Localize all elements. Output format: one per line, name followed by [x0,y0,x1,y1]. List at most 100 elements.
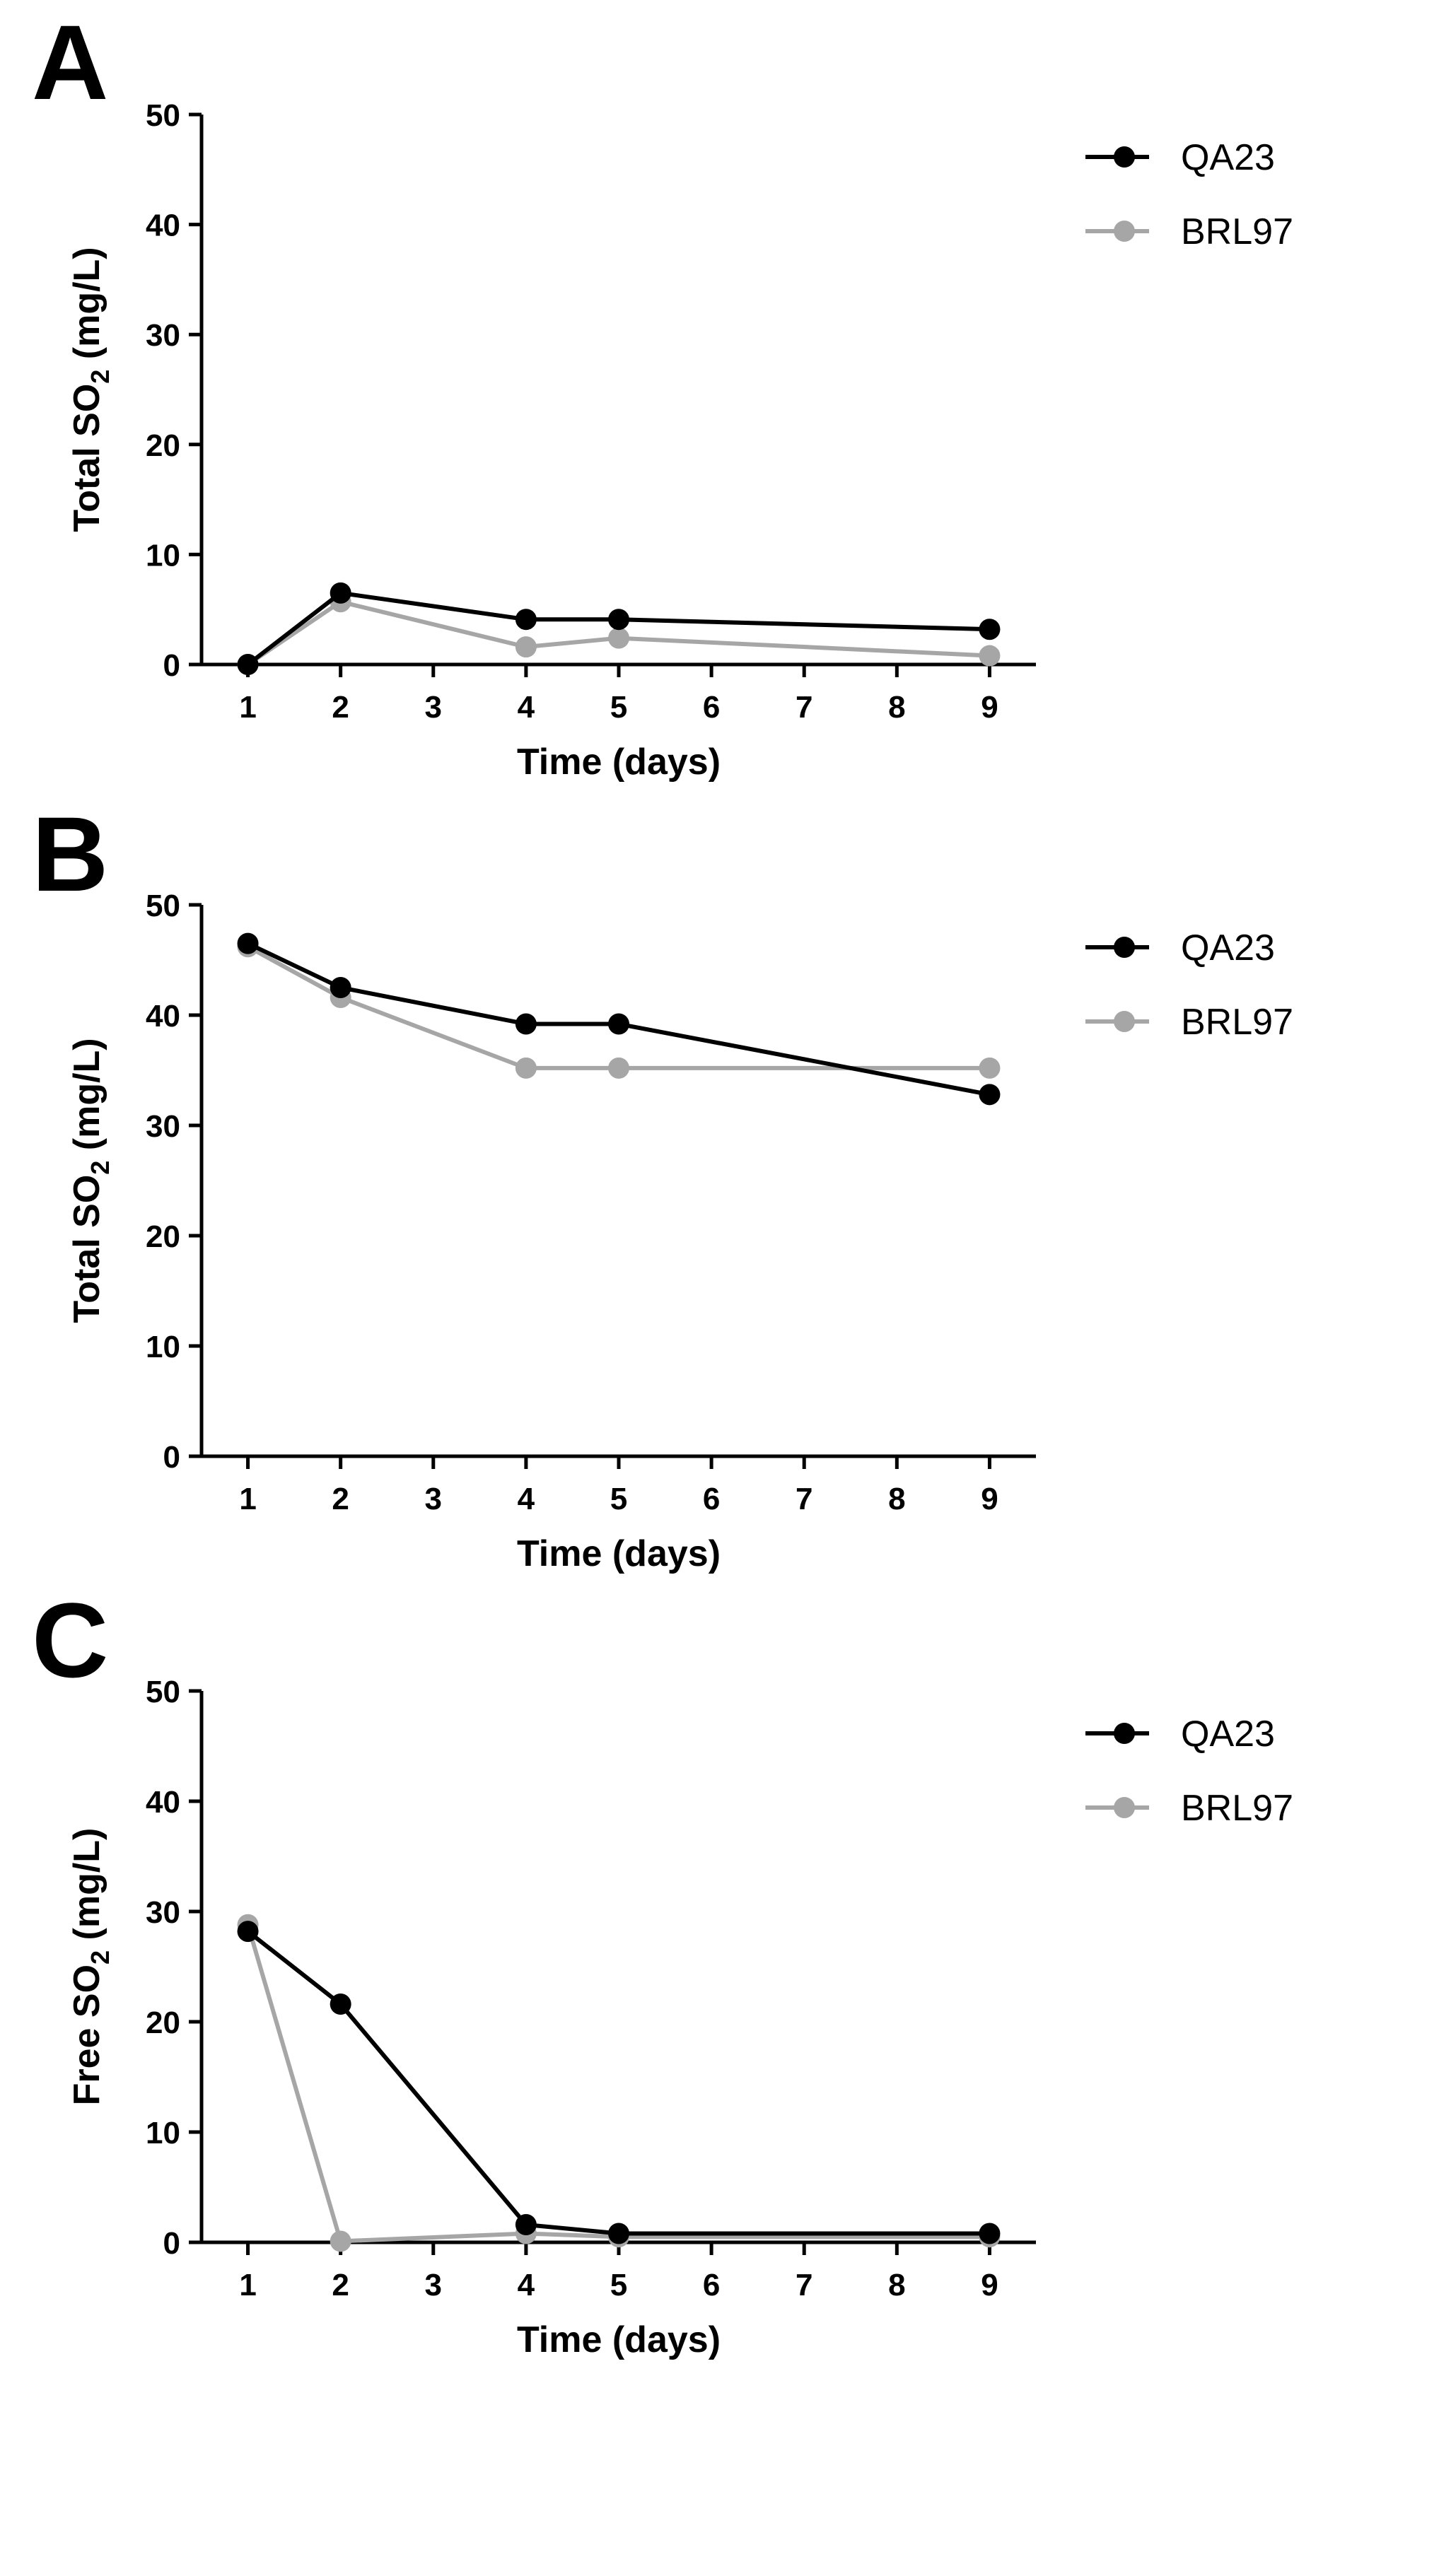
y-tick-label: 50 [146,98,180,133]
y-tick-label: 40 [146,209,180,243]
series-line-brl97 [245,1924,990,2244]
y-axis-title: Free SO2 (mg/L) [66,1828,115,2106]
panel-letter: C [32,1581,108,1699]
x-tick-label: 7 [796,1482,812,1516]
y-tick-label: 10 [146,1330,180,1364]
legend-marker [1114,937,1135,958]
x-tick-label: 2 [332,690,349,725]
legend-label: QA23 [1181,137,1275,178]
data-point-qa23 [330,1994,351,2015]
legend-label: BRL97 [1181,1002,1293,1043]
x-tick-label: 4 [518,1482,535,1516]
data-point-qa23 [608,2223,629,2244]
data-point-brl97 [515,636,537,658]
x-tick-label: 6 [703,2268,720,2302]
x-tick-label: 7 [796,2268,812,2302]
data-point-qa23 [608,609,629,631]
panel-letter: A [32,3,108,122]
y-tick-label: 0 [163,1440,180,1475]
x-tick-label: 8 [888,1482,905,1516]
legend-marker [1114,221,1135,242]
data-point-qa23 [515,2214,537,2236]
x-tick-label: 2 [332,1482,349,1516]
x-axis-title: Time (days) [517,1533,721,1574]
x-axis-title: Time (days) [517,742,721,783]
panel-B: B 0 10 20 30 40 50 1 2 3 4 5 6 7 8 9 Time (days) Total SO… [32,795,1293,1574]
y-tick-label: 20 [146,428,180,463]
legend-marker [1114,1723,1135,1744]
data-point-qa23 [515,1013,537,1035]
y-tick-label: 20 [146,1219,180,1254]
data-point-qa23 [979,1084,1001,1106]
legend-entry-brl97: BRL97 [1085,1788,1293,1829]
x-tick-label: 8 [888,690,905,725]
data-point-qa23 [515,609,537,631]
y-tick-label: 30 [146,318,180,353]
y-tick-label: 20 [146,2006,180,2040]
legend-marker [1114,146,1135,168]
x-tick-label: 1 [239,690,256,725]
panel-A: A 0 10 20 30 40 50 1 2 3 4 5 6 7 8 9 Time (days) Total SO… [32,3,1293,783]
legend-entry-brl97: BRL97 [1085,1002,1293,1043]
x-tick-label: 1 [239,2268,256,2302]
series-line-brl97 [247,944,990,1070]
y-tick-label: 30 [146,1895,180,1930]
x-tick-label: 1 [239,1482,256,1516]
y-axis-title: Total SO2 (mg/L) [66,1038,115,1323]
data-point-brl97 [515,1057,537,1079]
y-tick-label: 50 [146,889,180,923]
y-tick-label: 0 [163,648,180,683]
series-line-qa23 [246,1929,990,2236]
x-tick-label: 9 [981,2268,998,2302]
x-tick-label: 3 [425,2268,442,2302]
data-point-qa23 [979,2223,1001,2244]
x-tick-label: 5 [610,690,627,725]
legend-marker [1114,1797,1135,1818]
legend-label: QA23 [1181,927,1275,968]
x-tick-label: 6 [703,690,720,725]
x-tick-label: 8 [888,2268,905,2302]
legend-entry-qa23: QA23 [1085,1714,1275,1755]
legend-entry-brl97: BRL97 [1085,211,1293,252]
data-point-qa23 [237,654,259,675]
y-tick-label: 0 [163,2226,180,2261]
x-tick-label: 7 [796,690,812,725]
legend-label: BRL97 [1181,1788,1293,1829]
legend-entry-qa23: QA23 [1085,927,1275,968]
x-tick-label: 4 [518,2268,535,2302]
y-tick-label: 40 [146,1785,180,1820]
data-point-brl97 [979,645,1001,667]
x-tick-label: 2 [332,2268,349,2302]
data-point-qa23 [979,619,1001,640]
x-tick-label: 3 [425,690,442,725]
data-point-qa23 [237,1921,259,1943]
y-axis-title: Total SO2 (mg/L) [66,247,115,532]
data-point-brl97 [979,1057,1001,1079]
y-tick-label: 30 [146,1109,180,1144]
x-tick-label: 3 [425,1482,442,1516]
data-point-qa23 [237,932,259,954]
data-point-brl97 [608,627,629,649]
data-point-qa23 [330,582,351,604]
data-point-brl97 [330,2230,351,2252]
legend-entry-qa23: QA23 [1085,137,1275,178]
y-tick-label: 40 [146,999,180,1034]
legend-marker [1114,1011,1135,1032]
y-tick-label: 50 [146,1675,180,1709]
y-tick-label: 10 [146,538,180,573]
y-tick-label: 10 [146,2116,180,2150]
x-axis-title: Time (days) [517,2319,721,2360]
x-tick-label: 4 [518,690,535,725]
x-tick-label: 5 [610,2268,627,2302]
panel-C: C 0 10 20 30 40 50 1 2 3 4 5 6 7 8 9 Time (days) Free SO2… [32,1581,1293,2360]
data-point-qa23 [330,977,351,998]
legend-label: QA23 [1181,1714,1275,1755]
data-point-brl97 [608,1057,629,1079]
data-point-qa23 [608,1013,629,1035]
panel-letter: B [32,795,108,913]
x-tick-label: 6 [703,1482,720,1516]
x-tick-label: 9 [981,1482,998,1516]
x-tick-label: 5 [610,1482,627,1516]
x-tick-label: 9 [981,690,998,725]
